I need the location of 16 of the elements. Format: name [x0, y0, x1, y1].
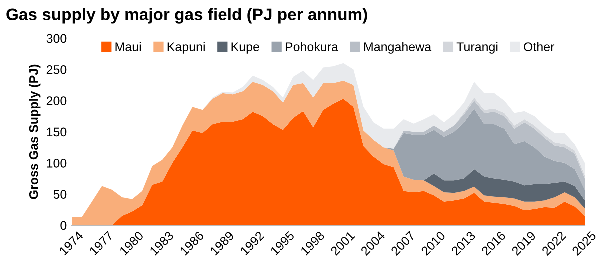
y-tick-label: 100 [47, 158, 67, 168]
legend-label: Pohokura [286, 42, 338, 52]
legend-label: Turangi [456, 42, 498, 54]
y-tick-label: 200 [46, 96, 67, 106]
y-tick-label: 300 [46, 34, 67, 44]
y-tick-label: 0 [60, 221, 67, 230]
y-tick-label: 250 [46, 65, 67, 74]
legend-label: Other [524, 42, 555, 52]
legend-label: Kupe [232, 42, 260, 54]
legend-label: Kapuni [168, 42, 205, 54]
y-tick-label: 50 [54, 190, 67, 199]
legend-label: Maui [116, 42, 142, 52]
chart-title: Gas supply by major gas field (PJ per annum) [6, 8, 368, 24]
legend-label: Mangahewa [364, 42, 432, 54]
y-axis-title: Gross Gas Supply (PJ) [29, 64, 41, 200]
y-tick-label: 150 [47, 128, 67, 137]
